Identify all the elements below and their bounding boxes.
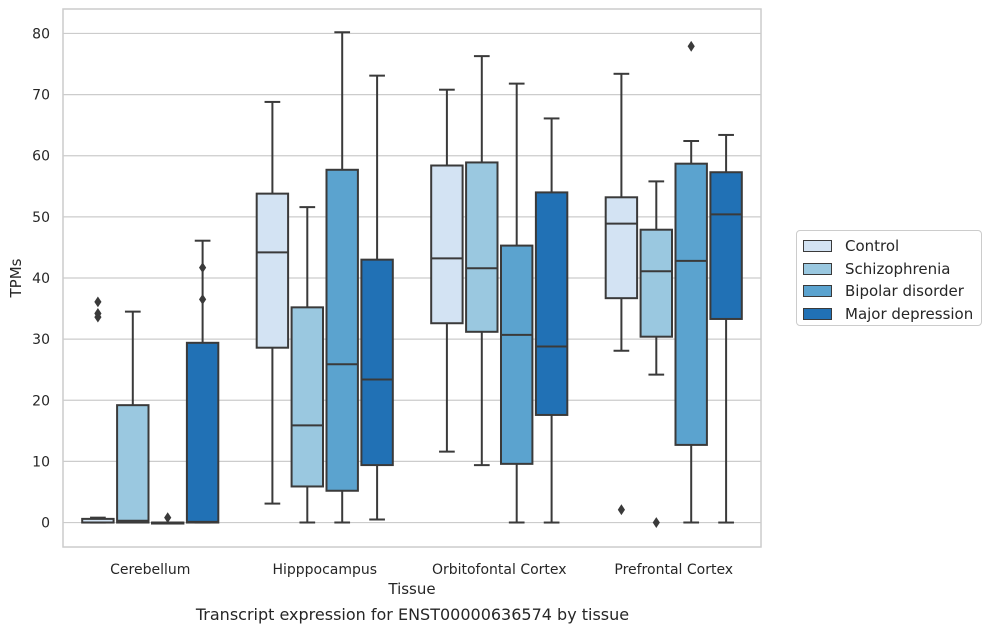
box-plot [255,100,290,505]
x-tick-label: Prefrontal Cortex [614,562,733,578]
legend-swatch [803,262,832,275]
x-axis-title: Tissue [387,580,435,598]
legend-label: Major depression [845,304,974,323]
box-plot [430,88,464,453]
legend-label: Control [845,237,900,256]
box-plot [325,31,359,524]
box-plot [639,180,674,528]
y-tick-label: 20 [32,393,50,409]
y-tick-label: 50 [32,210,50,226]
box [534,191,569,416]
chart-caption: Transcript expression for ENST0000063657… [195,605,630,624]
legend-label: Schizophrenia [845,259,951,278]
outlier-point [199,262,207,274]
y-tick-label: 40 [32,271,50,287]
legend-item: Bipolar disorder [803,280,975,303]
legend-item: Major depression [803,303,975,326]
outlier-point [687,40,695,52]
y-tick-label: 80 [32,26,50,42]
box-plot [709,133,743,524]
box-plot [674,40,708,524]
legend-swatch [803,285,832,298]
y-tick-label: 0 [41,516,50,532]
box [674,162,708,446]
box [116,404,150,524]
box-plot [116,310,150,524]
outlier-point [617,504,625,516]
y-tick-label: 10 [32,454,50,470]
box-plot [604,72,639,516]
outlier-point [94,296,102,308]
box-plot [360,74,394,521]
legend: Control Schizophrenia Bipolar disorder Majo… [796,230,982,326]
outlier-point [652,517,660,528]
box-plot-marks [81,31,743,528]
y-tick-label: 70 [32,88,50,104]
box [639,228,674,338]
box-plot [290,206,325,524]
legend-item: Schizophrenia [803,258,975,281]
outlier-point [164,512,172,524]
legend-swatch [803,240,832,253]
box [430,164,464,325]
box [185,341,220,524]
box-plot [465,55,499,467]
box [465,161,499,333]
x-axis-ticks: Cerebellum Hipppocampus Orbitofontal Corte… [110,562,733,578]
box-plot [150,512,185,525]
legend-swatch [803,307,832,320]
x-tick-label: Hipppocampus [272,562,377,578]
box [604,196,639,300]
box [360,258,394,467]
x-tick-label: Cerebellum [110,562,190,578]
x-tick-label: Orbitofontal Cortex [432,562,567,578]
box [290,306,325,488]
y-tick-label: 60 [32,149,50,165]
box-plot [499,82,534,524]
box-plot [81,296,115,524]
y-axis-title: TPMs [7,258,25,298]
outlier-point [199,293,207,305]
legend-item: Control [803,235,975,258]
box [325,168,359,492]
box-plot [534,117,569,524]
legend-label: Bipolar disorder [845,282,964,301]
box-plot [185,239,220,524]
box [255,192,290,349]
outlier-point [94,308,102,319]
y-axis-ticks: 0 10 20 30 40 50 60 70 80 [32,26,50,531]
box [709,171,743,320]
box [499,244,534,465]
y-tick-label: 30 [32,332,50,348]
